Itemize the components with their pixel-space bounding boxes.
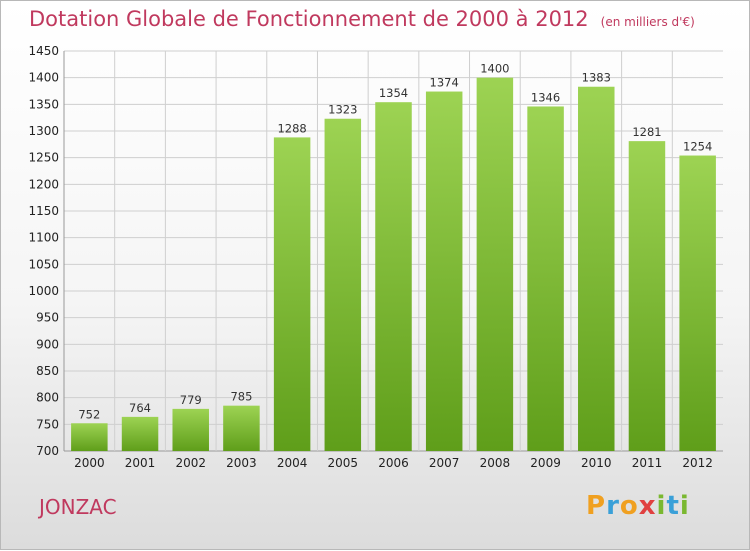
x-tick-label: 2007	[429, 456, 460, 470]
y-tick-label: 1050	[28, 257, 59, 271]
y-tick-label: 1250	[28, 151, 59, 165]
labels: 700 750 800 850 900 950 1000 1050 1100 1150 1200 12…	[28, 44, 712, 470]
y-tick-label: 1400	[28, 71, 59, 85]
bar	[324, 118, 362, 451]
y-tick-label: 1100	[28, 231, 59, 245]
y-tick-label: 1300	[28, 124, 59, 138]
data-label: 764	[129, 401, 151, 415]
y-tick-label: 1450	[28, 44, 59, 58]
x-tick-label: 2005	[328, 456, 359, 470]
x-tick-label: 2008	[480, 456, 511, 470]
data-label: 1374	[430, 76, 459, 90]
proxiti-logo: Proxiti	[586, 491, 690, 521]
y-tick-label: 850	[36, 364, 59, 378]
data-label: 1323	[328, 103, 357, 117]
x-tick-label: 2002	[175, 456, 206, 470]
y-tick-label: 900	[36, 337, 59, 351]
bar	[121, 416, 159, 451]
title-text: Dotation Globale de Fonctionnement de 20…	[29, 7, 589, 31]
x-tick-label: 2004	[277, 456, 308, 470]
bar	[527, 106, 564, 451]
y-tick-label: 950	[36, 311, 59, 325]
y-tick-label: 700	[36, 444, 59, 458]
data-label: 1346	[531, 90, 560, 104]
bar	[679, 155, 716, 452]
bar	[476, 77, 514, 452]
data-label: 779	[180, 393, 202, 407]
commune-name: JONZAC	[39, 495, 117, 519]
bar	[425, 91, 463, 452]
x-tick-label: 2011	[632, 456, 663, 470]
unit-label: (en milliers d'€)	[600, 15, 695, 29]
data-label: 1354	[379, 86, 408, 100]
y-tick-label: 1150	[28, 204, 59, 218]
bar	[628, 141, 666, 451]
x-tick-label: 2010	[581, 456, 612, 470]
bar	[223, 405, 260, 451]
y-tick-label: 800	[36, 391, 59, 405]
data-label: 1254	[683, 140, 712, 154]
data-label: 1383	[582, 71, 611, 85]
x-tick-label: 2012	[682, 456, 713, 470]
bar	[71, 423, 108, 451]
y-tick-label: 1200	[28, 177, 59, 191]
bar	[578, 86, 615, 451]
data-label: 1288	[277, 121, 306, 135]
bar	[273, 137, 311, 451]
bar	[375, 102, 412, 451]
data-label: 1281	[632, 125, 661, 139]
x-tick-label: 2003	[226, 456, 257, 470]
data-label: 1400	[480, 62, 509, 76]
x-tick-label: 2001	[125, 456, 156, 470]
x-tick-label: 2009	[530, 456, 561, 470]
data-label: 785	[230, 390, 252, 404]
bars	[71, 77, 716, 452]
x-tick-label: 2000	[74, 456, 105, 470]
data-label: 752	[78, 407, 100, 421]
x-tick-label: 2006	[378, 456, 409, 470]
y-tick-label: 1350	[28, 97, 59, 111]
bar	[172, 408, 209, 451]
y-tick-label: 750	[36, 417, 59, 431]
chart-title: Dotation Globale de Fonctionnement de 20…	[29, 7, 695, 31]
y-tick-label: 1000	[28, 284, 59, 298]
